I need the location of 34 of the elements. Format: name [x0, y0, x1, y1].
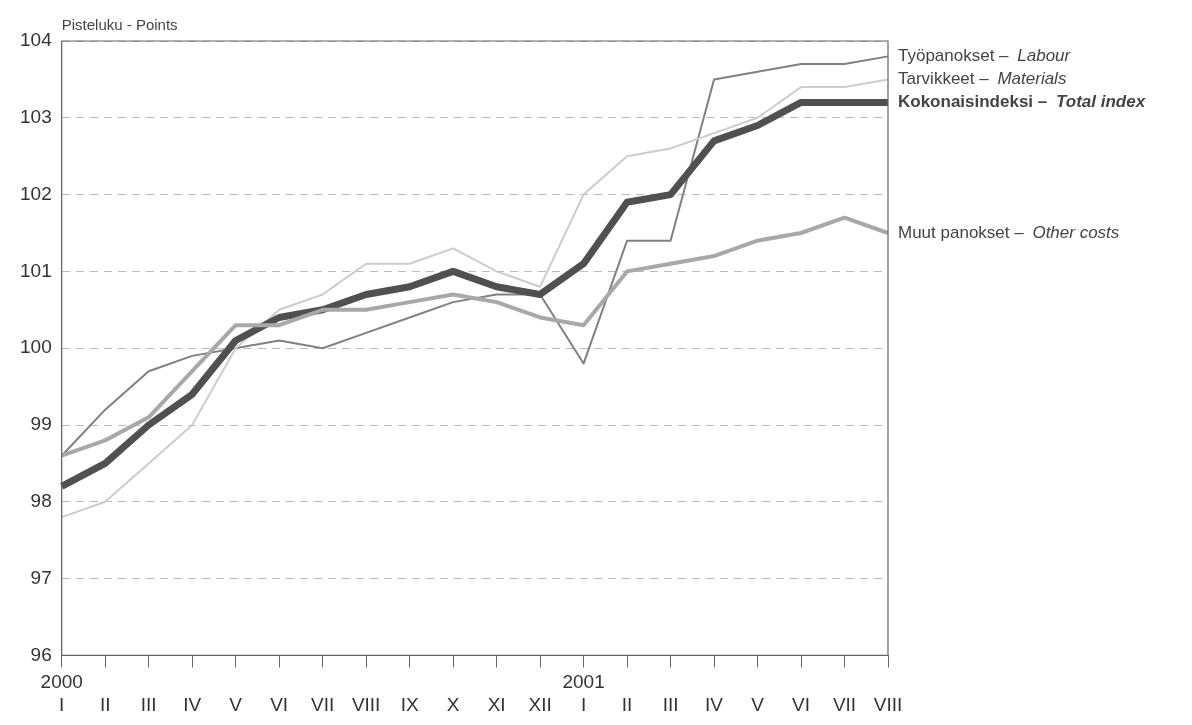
- y-tick-label: 96: [30, 643, 52, 665]
- x-tick-label: 2001 I: [562, 671, 605, 715]
- x-tick-label: V: [751, 693, 765, 715]
- x-tick-label: II: [621, 693, 633, 715]
- x-tick-label: II: [99, 693, 111, 715]
- y-tick-label: 100: [20, 336, 52, 358]
- x-tick-label: XI: [487, 693, 506, 715]
- x-tick-label: III: [662, 693, 679, 715]
- x-tick-label: VI: [270, 693, 289, 715]
- y-tick-label: 97: [30, 566, 52, 588]
- y-tick-label: 98: [30, 490, 52, 512]
- x-tick-label: VII: [311, 693, 335, 715]
- y-tick-label: 103: [20, 106, 52, 128]
- x-tick-label: X: [446, 693, 460, 715]
- x-tick-label: IV: [183, 693, 202, 715]
- y-axis-title: Pisteluku - Points: [61, 15, 178, 33]
- x-tick-label: IX: [400, 693, 419, 715]
- x-tick-label: VIII: [351, 693, 381, 715]
- series-label: Kokonaisindeksi – Total index: [898, 92, 1147, 112]
- x-tick-label: VIII: [873, 693, 903, 715]
- series-label: Tarvikkeet – Materials: [898, 69, 1067, 89]
- x-tick-label: VII: [832, 693, 857, 715]
- y-tick-label: 102: [20, 182, 52, 204]
- x-tick-label: VI: [792, 693, 810, 715]
- y-tick-label: 104: [20, 29, 53, 51]
- y-tick-label: 101: [20, 259, 52, 281]
- x-tick-label: XII: [528, 693, 552, 715]
- x-tick-label: V: [229, 693, 243, 715]
- series-label: Työpanokset – Labour: [898, 46, 1072, 66]
- x-tick-label: 2000 I: [40, 671, 83, 715]
- x-tick-label: IV: [705, 693, 724, 715]
- y-tick-label: 99: [30, 413, 52, 435]
- series-label: Muut panokset – Other costs: [898, 222, 1120, 242]
- x-tick-label: III: [140, 693, 157, 715]
